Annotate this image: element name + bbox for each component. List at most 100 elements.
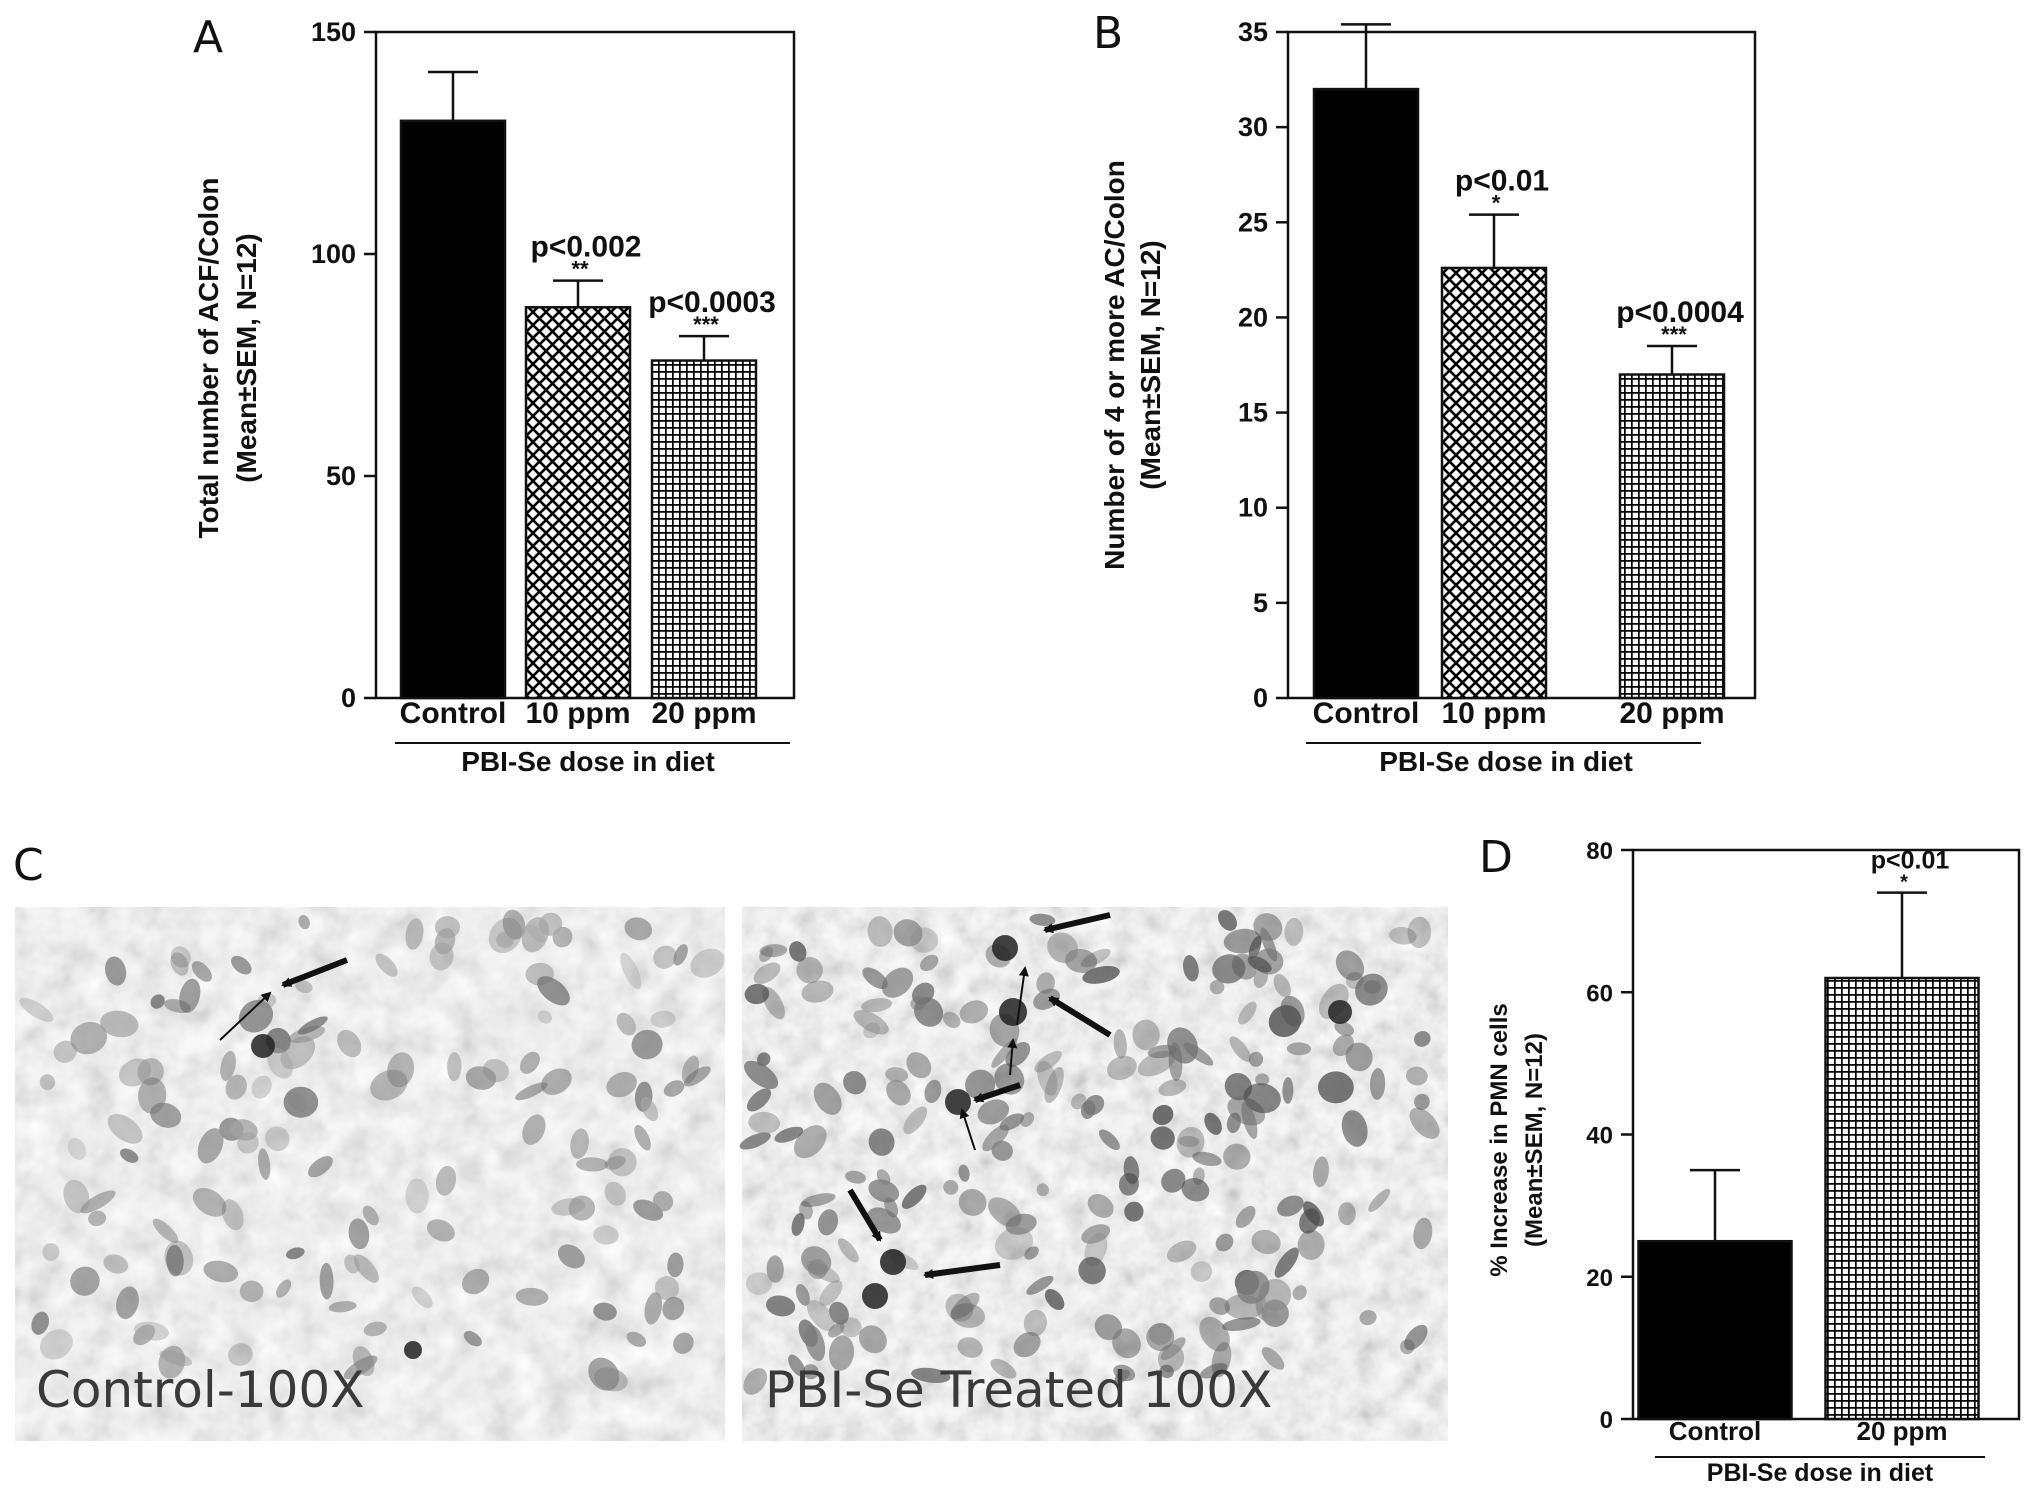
cell-blob	[1369, 1068, 1386, 1100]
cell-blob	[1152, 1104, 1174, 1126]
y-tick-label: 5	[1253, 588, 1268, 618]
cell-blob	[1318, 1071, 1354, 1104]
chart-d: 0 20 40 60 80 Control 20 ppm *p<0.01 PBI-Se dose…	[1486, 838, 2021, 1487]
cell-blob	[1334, 1021, 1355, 1037]
panel-letter-d: D	[1479, 832, 1513, 883]
cell-blob	[1235, 1205, 1256, 1229]
cell-blob	[70, 1021, 108, 1055]
cell-blob	[1338, 1202, 1356, 1226]
cell-blob	[911, 1367, 951, 1384]
cell-blob	[990, 1358, 1017, 1379]
cell-blob	[1414, 1030, 1431, 1047]
cell-blob	[943, 1179, 959, 1195]
cell-blob	[434, 928, 456, 955]
cell-blob	[133, 1324, 156, 1346]
cell-blob	[748, 1111, 781, 1134]
cell-blob	[1114, 1369, 1130, 1384]
cell-blob	[876, 1169, 891, 1185]
cell-blob	[1297, 1230, 1325, 1260]
cell-blob	[1132, 1019, 1160, 1051]
cell-blob	[221, 1199, 244, 1231]
cell-blob	[620, 952, 642, 990]
cell-blob	[1209, 979, 1225, 995]
cell-blob	[1280, 995, 1305, 1027]
micrograph-treated: PBI-Se Treated 100X	[739, 907, 1448, 1441]
cell-blob	[220, 1050, 236, 1081]
cell-blob	[1013, 1331, 1041, 1358]
cell-blob	[829, 1301, 849, 1325]
y-axis-label-sub: (Mean±SEM, N=12)	[1521, 1033, 1548, 1247]
y-axis-label-sub: (Mean±SEM, N=12)	[231, 233, 262, 483]
cell-blob	[1199, 1363, 1228, 1379]
y-tick-label: 150	[311, 17, 356, 47]
cell-blob	[280, 1036, 316, 1070]
cell-blob	[817, 1209, 839, 1236]
cell-blob	[606, 1072, 637, 1098]
cell-blob	[1332, 1034, 1354, 1057]
cell-blob	[116, 1286, 139, 1320]
bar	[1618, 373, 1726, 700]
cell-blob	[802, 1364, 819, 1380]
x-category-label: 20 ppm	[1856, 1416, 1947, 1446]
cell-blob	[375, 953, 398, 977]
cell-blob	[942, 1011, 961, 1029]
cell-blob	[1260, 927, 1278, 962]
cell-blob	[307, 1156, 333, 1178]
cell-blob	[1215, 1233, 1234, 1252]
y-tick-label: 0	[1253, 683, 1268, 713]
cell-blob	[1167, 1027, 1199, 1064]
cell-blob	[225, 1074, 247, 1100]
cell-blob	[819, 1280, 843, 1307]
cell-blob	[1166, 1240, 1197, 1263]
cell-blob	[1286, 1042, 1312, 1056]
cell-blob	[1118, 1172, 1139, 1196]
y-tick-label: 10	[1238, 493, 1268, 523]
cell-blob	[1082, 965, 1120, 984]
cell-blob	[63, 1179, 90, 1214]
cell-blob	[746, 1088, 772, 1112]
cell-blob	[924, 1079, 942, 1104]
cell-blob	[837, 1238, 859, 1263]
cell-blob	[766, 1255, 784, 1283]
cell-blob	[1251, 1229, 1281, 1255]
cell-blob	[840, 1317, 862, 1338]
cell-blob	[1223, 928, 1262, 954]
x-axis-label: PBI-Se dose in diet	[1379, 746, 1633, 777]
cell-blob	[806, 1299, 835, 1332]
y-axis-label: Number of 4 or more AC/Colon	[1099, 160, 1130, 570]
cell-blob	[107, 1113, 143, 1144]
cell-blob	[370, 1069, 408, 1101]
significance-stars: ***	[693, 312, 719, 337]
cell-blob	[1229, 1036, 1251, 1062]
cell-blob	[608, 1147, 637, 1177]
cell-blob	[150, 994, 165, 1009]
cell-blob	[673, 1332, 694, 1354]
cell-blob	[39, 1329, 73, 1360]
cell-blob	[804, 1325, 826, 1361]
cell-blob	[1178, 1135, 1200, 1147]
cell-blob	[745, 1272, 773, 1295]
cell-blob	[862, 967, 888, 990]
cell-blob	[906, 1052, 932, 1079]
cell-blob	[137, 1058, 164, 1086]
cell-blob	[1036, 1183, 1049, 1197]
cell-blob	[1414, 1093, 1430, 1110]
cell-blob	[426, 1219, 455, 1242]
cell-blob	[103, 1254, 129, 1274]
cell-blob	[405, 918, 424, 950]
cell-blob	[537, 1010, 553, 1024]
cell-blob	[1113, 1029, 1127, 1059]
cell-blob	[557, 1244, 585, 1269]
cell-blob	[1409, 1107, 1440, 1139]
nucleus	[251, 1034, 275, 1058]
y-axis-label: Total number of ACF/Colon	[193, 178, 224, 539]
cell-blob	[653, 1191, 674, 1212]
cell-blob	[650, 1010, 676, 1028]
nucleus	[992, 935, 1018, 961]
cell-blob	[1222, 1317, 1261, 1331]
cell-blob	[1241, 1101, 1258, 1139]
cell-blob	[1034, 1050, 1062, 1073]
y-tick-label: 100	[311, 239, 356, 269]
cell-blob	[519, 1051, 540, 1074]
